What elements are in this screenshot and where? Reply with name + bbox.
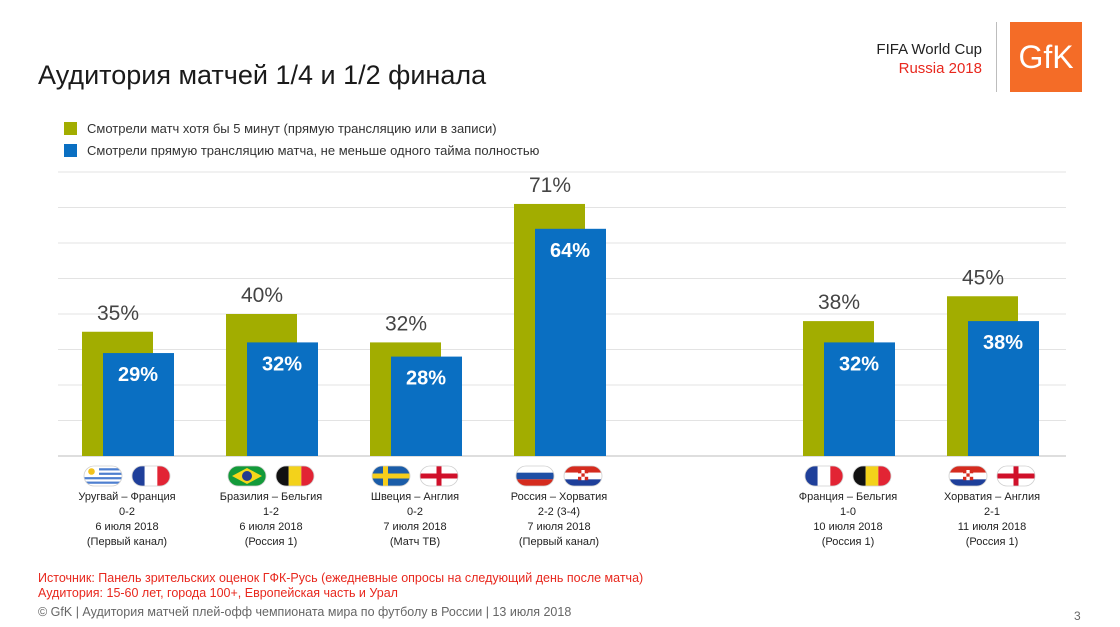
data-label-green: 45%: [962, 266, 1004, 289]
data-label-green: 71%: [529, 174, 571, 197]
match-date: 6 июля 2018: [95, 521, 158, 533]
flag-border: [131, 465, 171, 487]
bar-blue: [968, 321, 1039, 456]
match-channel: (Россия 1): [966, 536, 1019, 548]
flag-border: [83, 465, 123, 487]
brazil-flag-icon: [228, 466, 266, 486]
brand-line-1: FIFA World Cup: [876, 41, 982, 58]
data-label-blue: 29%: [118, 364, 158, 386]
france-flag-icon: [805, 466, 843, 486]
legend-swatch-blue: [64, 143, 77, 157]
bar-blue: [103, 353, 174, 456]
match-score: 1-0: [840, 506, 856, 518]
flag-border: [804, 465, 844, 487]
match-teams: Россия – Хорватия: [511, 491, 608, 503]
match-channel: (Матч ТВ): [390, 536, 440, 548]
legend-item-green: Смотрели матч хотя бы 5 минут (прямую тр…: [64, 118, 539, 138]
event-brand: FIFA World Cup Russia 2018: [876, 40, 982, 78]
legend-label-green: Смотрели матч хотя бы 5 минут (прямую тр…: [87, 120, 497, 136]
data-label-blue: 28%: [406, 368, 446, 390]
gfk-logo: GfK: [1010, 22, 1082, 92]
legend-swatch-green: [64, 121, 77, 135]
sweden-flag-icon: [372, 466, 410, 486]
bar-chart: 35% 29% Уругвай – Франция 0-2 6 июля 2018 (Пе…: [58, 171, 1066, 548]
england-flag-icon: [420, 466, 458, 486]
data-label-blue: 32%: [839, 353, 879, 375]
chart-legend: Смотрели матч хотя бы 5 минут (прямую тр…: [64, 118, 539, 162]
source-line-1: Источник: Панель зрительских оценок ГФК-…: [38, 571, 644, 585]
bar-blue: [535, 228, 606, 456]
flag-border: [515, 465, 555, 487]
match-score: 0-2: [119, 506, 135, 518]
match-score: 1-2: [263, 506, 279, 518]
data-label-green: 38%: [818, 291, 860, 314]
header-divider: [996, 22, 997, 92]
match-teams: Уругвай – Франция: [78, 491, 175, 503]
match-score: 2-1: [984, 506, 1000, 518]
match-channel: (Россия 1): [822, 536, 875, 548]
flag-border: [275, 465, 315, 487]
legend-item-blue: Смотрели прямую трансляцию матча, не мен…: [64, 140, 539, 160]
match-date: 6 июля 2018: [239, 521, 302, 533]
match-teams: Бразилия – Бельгия: [220, 491, 323, 503]
page-number: 3: [1074, 609, 1081, 623]
data-label-blue: 38%: [983, 332, 1023, 354]
match-channel: (Первый канал): [519, 536, 599, 548]
match-date: 11 июля 2018: [958, 521, 1027, 533]
brand-line-2: Russia 2018: [898, 60, 982, 77]
belgium-flag-icon: [276, 466, 314, 486]
data-label-green: 40%: [241, 284, 283, 307]
flag-border: [852, 465, 892, 487]
data-label-green: 35%: [97, 302, 139, 325]
match-date: 7 июля 2018: [527, 521, 590, 533]
match-teams: Швеция – Англия: [371, 491, 459, 503]
flag-border: [996, 465, 1036, 487]
data-label-blue: 64%: [550, 240, 590, 262]
flag-border: [371, 465, 411, 487]
flag-border: [563, 465, 603, 487]
footer-text: © GfK | Аудитория матчей плей-офф чемпио…: [38, 605, 572, 619]
source-note: Источник: Панель зрительских оценок ГФК-…: [38, 571, 643, 601]
data-label-green: 32%: [385, 312, 427, 335]
england-flag-icon: [997, 466, 1035, 486]
france-flag-icon: [132, 466, 170, 486]
match-teams: Хорватия – Англия: [944, 491, 1040, 503]
match-date: 7 июля 2018: [383, 521, 446, 533]
match-score: 2-2 (3-4): [538, 506, 580, 518]
bar-blue: [391, 356, 462, 456]
bar-blue: [824, 342, 895, 456]
croatia-flag-icon: [949, 466, 987, 486]
russia-flag-icon: [516, 466, 554, 486]
data-label-blue: 32%: [262, 353, 302, 375]
match-channel: (Россия 1): [245, 536, 298, 548]
bar-blue: [247, 342, 318, 456]
flag-border: [948, 465, 988, 487]
croatia-flag-icon: [564, 466, 602, 486]
flag-border: [227, 465, 267, 487]
flag-border: [419, 465, 459, 487]
belgium-flag-icon: [853, 466, 891, 486]
match-teams: Франция – Бельгия: [799, 491, 898, 503]
match-date: 10 июля 2018: [813, 521, 882, 533]
page-title: Аудитория матчей 1/4 и 1/2 финала: [38, 60, 487, 90]
match-channel: (Первый канал): [87, 536, 167, 548]
uruguay-flag-icon: [84, 466, 122, 486]
source-line-2: Аудитория: 15-60 лет, города 100+, Европ…: [38, 586, 398, 600]
legend-label-blue: Смотрели прямую трансляцию матча, не мен…: [87, 142, 540, 158]
match-score: 0-2: [407, 506, 423, 518]
